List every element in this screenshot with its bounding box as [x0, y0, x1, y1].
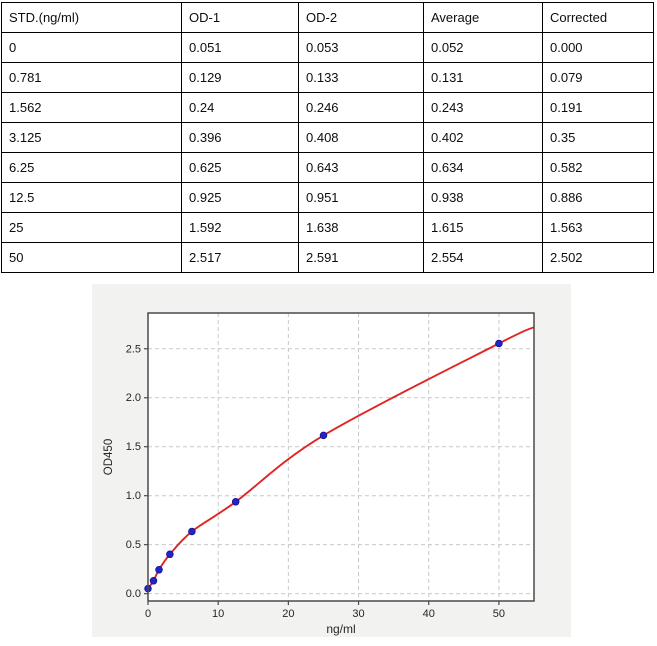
table-cell: 0.625 — [181, 152, 299, 183]
y-tick-label: 2.0 — [126, 392, 141, 404]
column-header: Average — [423, 2, 543, 33]
standards-table: STD.(ng/ml) OD-1 OD-2 Average Corrected 0 0.0… — [1, 2, 654, 273]
y-tick-label: 0.5 — [126, 539, 141, 551]
plot-border — [147, 312, 535, 602]
table-cell: 0.051 — [181, 32, 299, 63]
table-cell: 0.133 — [298, 62, 424, 93]
data-point — [319, 431, 328, 440]
table-cell: 0.396 — [181, 122, 299, 153]
x-tick-label: 40 — [423, 608, 435, 620]
table-cell: 2.591 — [298, 242, 424, 273]
table-cell: 0.634 — [423, 152, 543, 183]
table-cell: 0.886 — [542, 182, 654, 213]
x-tick-label: 50 — [493, 608, 505, 620]
table-cell: 0.35 — [542, 122, 654, 153]
table-cell: 0.925 — [181, 182, 299, 213]
table-row: 50 2.517 2.591 2.554 2.502 — [1, 242, 654, 273]
table-header-row: STD.(ng/ml) OD-1 OD-2 Average Corrected — [1, 2, 654, 33]
y-tick-label: 1.0 — [126, 490, 141, 502]
table-cell: 0.079 — [542, 62, 654, 93]
table-cell: 1.592 — [181, 212, 299, 243]
y-axis-label: OD450 — [103, 439, 115, 475]
table-row: 25 1.592 1.638 1.615 1.563 — [1, 212, 654, 243]
table-cell: 0.781 — [1, 62, 182, 93]
table-row: 6.25 0.625 0.643 0.634 0.582 — [1, 152, 654, 183]
table-cell: 2.554 — [423, 242, 543, 273]
table-row: 12.5 0.925 0.951 0.938 0.886 — [1, 182, 654, 213]
table-cell: 0.24 — [181, 92, 299, 123]
table-cell: 0.643 — [298, 152, 424, 183]
table-cell: 12.5 — [1, 182, 182, 213]
plot-area — [148, 313, 534, 601]
table-cell: 0.951 — [298, 182, 424, 213]
table-row: 1.562 0.24 0.246 0.243 0.191 — [1, 92, 654, 123]
column-header: OD-2 — [298, 2, 424, 33]
table-cell: 1.638 — [298, 212, 424, 243]
table-row: 0.781 0.129 0.133 0.131 0.079 — [1, 62, 654, 93]
table-cell: 0 — [1, 32, 182, 63]
table-cell: 0.408 — [298, 122, 424, 153]
table-cell: 0.131 — [423, 62, 543, 93]
table-cell: 25 — [1, 212, 182, 243]
standard-curve-figure: 0 10 20 30 40 50 0.0 0.5 1.0 1.5 2.0 2.5 ng/ml OD450 — [92, 284, 571, 637]
fit-curve — [147, 326, 535, 590]
data-point — [155, 566, 163, 574]
x-tick-label: 30 — [352, 608, 364, 620]
x-tick-label: 10 — [212, 608, 224, 620]
column-header: Corrected — [542, 2, 654, 33]
data-point — [495, 339, 503, 348]
table-cell: 0.243 — [423, 92, 543, 123]
x-axis-label: ng/ml — [326, 622, 355, 636]
data-point — [231, 498, 240, 506]
table-cell: 6.25 — [1, 152, 182, 183]
y-tick-label: 1.5 — [126, 441, 141, 453]
table-cell: 2.502 — [542, 242, 654, 273]
x-tick-label: 20 — [282, 608, 294, 620]
table-cell: 0.000 — [542, 32, 654, 63]
table-cell: 0.246 — [298, 92, 424, 123]
table-cell: 0.052 — [423, 32, 543, 63]
y-tick-label: 2.5 — [126, 343, 141, 355]
table-cell: 0.191 — [542, 92, 654, 123]
table-row: 0 0.051 0.053 0.052 0.000 — [1, 32, 654, 63]
table-cell: 2.517 — [181, 242, 299, 273]
data-point — [188, 527, 196, 536]
table-cell: 0.053 — [298, 32, 424, 63]
table-cell: 3.125 — [1, 122, 182, 153]
table-cell: 0.129 — [181, 62, 299, 93]
data-point — [166, 550, 174, 559]
standard-curve-chart: 0 10 20 30 40 50 0.0 0.5 1.0 1.5 2.0 2.5 ng/ml OD450 — [103, 312, 535, 636]
table-cell: 0.582 — [542, 152, 654, 183]
table-cell: 1.615 — [423, 212, 543, 243]
y-tick-label: 0.0 — [126, 588, 141, 600]
table-row: 3.125 0.396 0.408 0.402 0.35 — [1, 122, 654, 153]
table-cell: 0.402 — [423, 122, 543, 153]
table-cell: 0.938 — [423, 182, 543, 213]
table-cell: 1.563 — [542, 212, 654, 243]
x-tick-label: 0 — [145, 608, 151, 620]
table-cell: 50 — [1, 242, 182, 273]
column-header: OD-1 — [181, 2, 299, 33]
table-cell: 1.562 — [1, 92, 182, 123]
column-header: STD.(ng/ml) — [1, 2, 182, 33]
data-point — [149, 577, 158, 585]
